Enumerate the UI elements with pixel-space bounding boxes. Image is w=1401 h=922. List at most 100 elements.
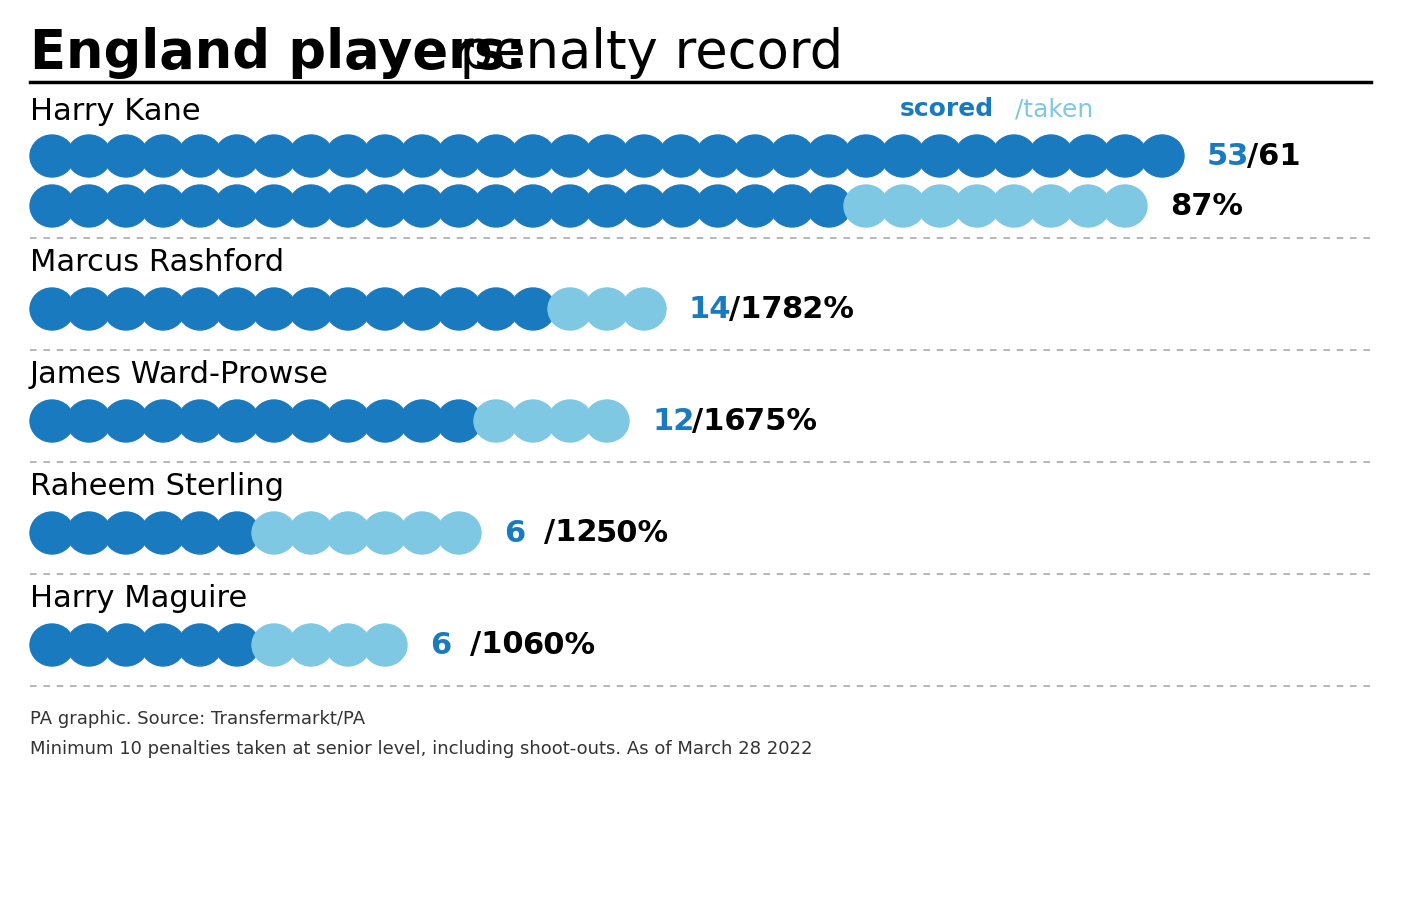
- Ellipse shape: [363, 512, 408, 554]
- Text: /16: /16: [692, 407, 745, 435]
- Ellipse shape: [622, 185, 665, 227]
- Ellipse shape: [214, 400, 259, 442]
- Ellipse shape: [622, 135, 665, 177]
- Text: 87%: 87%: [1170, 192, 1243, 220]
- Ellipse shape: [1066, 185, 1110, 227]
- Ellipse shape: [696, 135, 740, 177]
- Ellipse shape: [289, 288, 333, 330]
- Ellipse shape: [252, 185, 296, 227]
- Text: James Ward-Prowse: James Ward-Prowse: [29, 360, 329, 389]
- Ellipse shape: [401, 512, 444, 554]
- Ellipse shape: [289, 185, 333, 227]
- Ellipse shape: [214, 512, 259, 554]
- Ellipse shape: [214, 624, 259, 666]
- Ellipse shape: [142, 135, 185, 177]
- Text: /17: /17: [729, 294, 783, 324]
- Ellipse shape: [807, 135, 850, 177]
- Ellipse shape: [142, 512, 185, 554]
- Ellipse shape: [29, 624, 74, 666]
- Ellipse shape: [918, 185, 962, 227]
- Ellipse shape: [401, 288, 444, 330]
- Text: /taken: /taken: [1014, 97, 1093, 121]
- Text: 6: 6: [430, 631, 451, 659]
- Ellipse shape: [178, 512, 221, 554]
- Ellipse shape: [548, 400, 593, 442]
- Ellipse shape: [586, 185, 629, 227]
- Ellipse shape: [363, 624, 408, 666]
- Text: /10: /10: [469, 631, 524, 659]
- Ellipse shape: [214, 135, 259, 177]
- Ellipse shape: [992, 185, 1035, 227]
- Ellipse shape: [104, 400, 149, 442]
- Ellipse shape: [511, 185, 555, 227]
- Ellipse shape: [289, 512, 333, 554]
- Text: Raheem Sterling: Raheem Sterling: [29, 472, 284, 501]
- Ellipse shape: [142, 185, 185, 227]
- Text: 50%: 50%: [595, 518, 670, 548]
- Ellipse shape: [252, 135, 296, 177]
- Text: Marcus Rashford: Marcus Rashford: [29, 248, 284, 277]
- Ellipse shape: [881, 185, 925, 227]
- Ellipse shape: [696, 185, 740, 227]
- Ellipse shape: [586, 288, 629, 330]
- Ellipse shape: [437, 185, 481, 227]
- Text: Harry Maguire: Harry Maguire: [29, 584, 247, 613]
- Ellipse shape: [363, 288, 408, 330]
- Ellipse shape: [474, 185, 518, 227]
- Ellipse shape: [1028, 185, 1073, 227]
- Ellipse shape: [586, 135, 629, 177]
- Ellipse shape: [326, 512, 370, 554]
- Ellipse shape: [363, 135, 408, 177]
- Text: /61: /61: [1247, 141, 1300, 171]
- Ellipse shape: [511, 135, 555, 177]
- Text: 60%: 60%: [523, 631, 595, 659]
- Ellipse shape: [1066, 135, 1110, 177]
- Ellipse shape: [104, 288, 149, 330]
- Ellipse shape: [214, 185, 259, 227]
- Ellipse shape: [289, 624, 333, 666]
- Text: PA graphic. Source: Transfermarkt/PA: PA graphic. Source: Transfermarkt/PA: [29, 710, 366, 728]
- Ellipse shape: [104, 135, 149, 177]
- Ellipse shape: [29, 512, 74, 554]
- Ellipse shape: [67, 512, 111, 554]
- Ellipse shape: [252, 512, 296, 554]
- Ellipse shape: [214, 288, 259, 330]
- Text: England players:: England players:: [29, 27, 527, 79]
- Ellipse shape: [142, 288, 185, 330]
- Ellipse shape: [1028, 135, 1073, 177]
- Ellipse shape: [771, 185, 814, 227]
- Ellipse shape: [474, 135, 518, 177]
- Ellipse shape: [622, 288, 665, 330]
- Ellipse shape: [843, 135, 888, 177]
- Ellipse shape: [289, 400, 333, 442]
- Text: 6: 6: [504, 518, 525, 548]
- Ellipse shape: [586, 400, 629, 442]
- Ellipse shape: [289, 135, 333, 177]
- Ellipse shape: [178, 624, 221, 666]
- Ellipse shape: [178, 185, 221, 227]
- Ellipse shape: [252, 400, 296, 442]
- Ellipse shape: [955, 185, 999, 227]
- Ellipse shape: [955, 135, 999, 177]
- Ellipse shape: [474, 288, 518, 330]
- Ellipse shape: [326, 624, 370, 666]
- Text: penalty record: penalty record: [443, 27, 843, 79]
- Ellipse shape: [918, 135, 962, 177]
- Ellipse shape: [67, 135, 111, 177]
- Ellipse shape: [178, 288, 221, 330]
- Ellipse shape: [1140, 135, 1184, 177]
- Ellipse shape: [178, 400, 221, 442]
- Ellipse shape: [548, 185, 593, 227]
- Ellipse shape: [474, 400, 518, 442]
- Ellipse shape: [67, 288, 111, 330]
- Ellipse shape: [326, 135, 370, 177]
- Ellipse shape: [548, 135, 593, 177]
- Ellipse shape: [437, 135, 481, 177]
- Ellipse shape: [67, 624, 111, 666]
- Ellipse shape: [67, 400, 111, 442]
- Ellipse shape: [326, 288, 370, 330]
- Ellipse shape: [843, 185, 888, 227]
- Text: Harry Kane: Harry Kane: [29, 97, 200, 126]
- Ellipse shape: [658, 185, 703, 227]
- Text: 12: 12: [651, 407, 695, 435]
